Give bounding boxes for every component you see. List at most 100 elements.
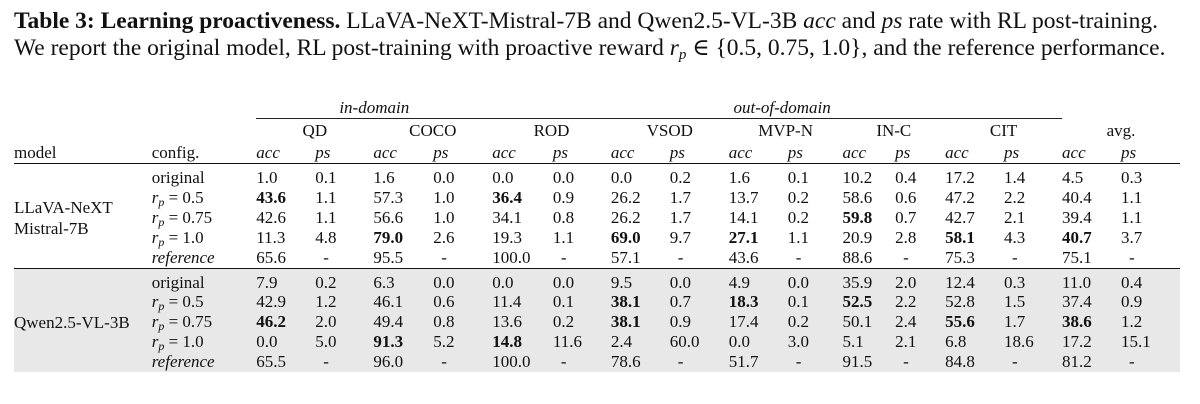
ps-cell: 0.3 — [1120, 168, 1143, 187]
acc-cell: 42.7 — [945, 207, 975, 227]
acc-cell: 43.6 — [728, 247, 759, 267]
ps-cell: 0.2 — [787, 207, 810, 227]
model-name: Qwen2.5-VL-3B — [14, 267, 152, 373]
acc-cell: 40.7 — [1062, 227, 1092, 247]
ps-cell: 0.2 — [787, 187, 810, 207]
col-model-header: model — [14, 141, 152, 164]
ps-cell: 1.7 — [1004, 312, 1063, 333]
caption-label: Table 3: — [14, 8, 95, 34]
dataset-header: IN-C — [876, 121, 912, 140]
metric-acc-header: acc — [728, 141, 788, 164]
acc-cell: 78.6 — [610, 352, 670, 373]
acc-cell: 13.6 — [492, 312, 553, 333]
table-row: reference 65.5-96.0-100.0-78.6-51.7-91.5-… — [14, 352, 1180, 373]
acc-cell: 79.0 — [373, 227, 404, 247]
ps-cell: - — [560, 247, 567, 267]
acc-cell: 19.3 — [492, 227, 522, 247]
ps-cell: - — [787, 352, 843, 373]
ps-cell: 0.1 — [552, 292, 611, 313]
ps-cell: 0.2 — [669, 168, 692, 187]
acc-cell: 84.8 — [945, 352, 1005, 373]
ps-cell: 1.1 — [315, 207, 337, 227]
acc-cell: 36.4 — [492, 187, 522, 207]
ps-cell: 5.0 — [315, 332, 374, 353]
col-config-header: config. — [151, 141, 257, 164]
ps-cell: 2.8 — [895, 227, 917, 247]
config-label: original — [151, 267, 257, 293]
ps-cell: - — [323, 247, 329, 267]
ps-cell: 0.3 — [1004, 267, 1063, 293]
ps-cell: 0.9 — [552, 187, 575, 207]
table-row: rp = 0.75 42.6 1.1 56.6 1.0 34.1 0.8 26.2 1.7 14.… — [14, 208, 1180, 228]
acc-cell: 0.0 — [492, 168, 514, 187]
metric-acc-header: acc — [945, 141, 1005, 164]
ps-cell: 0.8 — [433, 312, 493, 333]
config-label: rp = 1.0 — [151, 332, 257, 352]
ps-cell: 3.0 — [787, 332, 843, 353]
ps-cell: 0.4 — [1120, 267, 1180, 293]
ps-cell: 2.1 — [895, 332, 946, 353]
caption-ps: ps — [881, 8, 903, 34]
metric-ps-header: ps — [1120, 141, 1180, 164]
config-label: rp = 1.0 — [151, 227, 204, 249]
results-table: in-domain out-of-domain QD COCO ROD VSOD MVP… — [14, 96, 1180, 373]
metric-acc-header: acc — [842, 141, 896, 164]
group-in-domain: in-domain — [256, 96, 493, 119]
acc-cell: 52.5 — [842, 292, 896, 313]
acc-cell: 65.6 — [256, 247, 287, 267]
table-row: rp = 0.5 42.9 1.2 46.1 0.6 11.4 0.1 38.1 0.7 18.3… — [14, 292, 1180, 312]
ps-cell: - — [315, 352, 374, 373]
acc-cell: 91.3 — [373, 332, 434, 353]
acc-cell: 57.1 — [610, 247, 641, 267]
acc-cell: 59.8 — [842, 207, 873, 227]
ps-cell: 1.2 — [315, 292, 374, 313]
table-caption: Table 3: Learning proactiveness. LLaVA-N… — [14, 8, 1190, 62]
caption-title: Learning proactiveness. — [100, 8, 341, 34]
acc-cell: 88.6 — [842, 247, 873, 267]
ps-cell: 0.2 — [315, 267, 374, 293]
acc-cell: 17.4 — [728, 312, 788, 333]
ps-cell: 0.1 — [787, 292, 843, 313]
ps-cell: - — [677, 247, 684, 267]
acc-cell: 26.2 — [610, 207, 641, 227]
acc-cell: 17.2 — [945, 168, 975, 187]
acc-cell: 56.6 — [373, 207, 404, 227]
ps-cell: 0.7 — [669, 292, 729, 313]
ps-cell: 3.7 — [1120, 227, 1143, 247]
acc-cell: 38.1 — [610, 312, 670, 333]
table-row: rp = 0.75 46.2 2.0 49.4 0.8 13.6 0.2 38.1 0.9 17.… — [14, 312, 1180, 332]
metric-acc-header: acc — [373, 141, 434, 164]
ps-cell: 5.2 — [433, 332, 493, 353]
ps-cell: 0.0 — [787, 267, 843, 293]
ps-cell: - — [895, 352, 946, 373]
metric-acc-header: acc — [492, 141, 553, 164]
ps-cell: 0.8 — [552, 207, 575, 227]
table-row: rp = 0.5 43.6 1.1 57.3 1.0 36.4 0.9 26.2 1.7 13.7… — [14, 188, 1180, 208]
table-row: LLaVA-NeXT Mistral-7B original 1.0 0.1 1.6 0.0… — [14, 164, 1180, 238]
acc-cell: 4.5 — [1062, 168, 1084, 187]
acc-cell: 11.0 — [1062, 267, 1121, 293]
ps-cell: 1.2 — [1120, 312, 1180, 333]
acc-cell: 38.6 — [1062, 312, 1121, 333]
ps-cell: 1.4 — [1004, 168, 1026, 187]
caption-r: r — [669, 34, 679, 61]
acc-cell: 91.5 — [842, 352, 896, 373]
ps-cell: 0.4 — [895, 168, 917, 187]
group-out-of-domain: out-of-domain — [492, 96, 1063, 119]
ps-cell: 0.0 — [669, 267, 729, 293]
acc-cell: 1.6 — [728, 168, 750, 187]
acc-cell: 6.8 — [945, 332, 1005, 353]
ps-cell: 0.0 — [433, 168, 455, 187]
config-label: rp = 0.5 — [151, 292, 257, 312]
acc-cell: 12.4 — [945, 267, 1005, 293]
caption-text-2: rate with RL post-training. We report th… — [14, 8, 1159, 61]
acc-cell: 49.4 — [373, 312, 434, 333]
caption-text-1: LLaVA-NeXT-Mistral-7B and Qwen2.5-VL-3B — [346, 8, 798, 34]
acc-cell: 10.2 — [842, 168, 873, 187]
ps-cell: 9.7 — [669, 227, 692, 247]
acc-cell: 1.0 — [256, 168, 278, 187]
acc-cell: 58.1 — [945, 227, 975, 247]
acc-cell: 13.7 — [728, 187, 759, 207]
ps-cell: 2.2 — [1004, 187, 1026, 207]
ps-cell: 0.6 — [895, 187, 917, 207]
